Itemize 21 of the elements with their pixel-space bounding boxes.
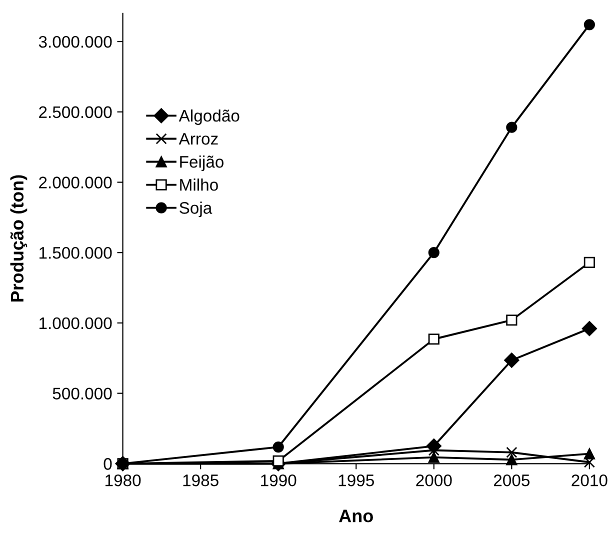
y-tick-label: 1.000.000 [40,317,112,330]
y-tick-label: 500.000 [52,388,112,400]
x-tick-label: 1995 [338,474,374,486]
legend-label: Feijão [180,156,224,172]
x-tick-label: 2010 [572,474,608,486]
y-axis-title: Produção (ton) [10,175,28,302]
x-tick-label: 1985 [183,474,218,486]
x-axis-title: Ano [339,510,373,522]
legend-label: Soja [180,202,212,218]
x-tick-label: 1990 [261,474,296,486]
y-tick-label: 1.500.000 [40,246,112,259]
y-tick-label: 2.000.000 [39,176,112,188]
x-tick-label: 2000 [416,474,452,486]
x-tick-label: 2005 [494,474,530,486]
x-tick-label: 1980 [106,474,141,486]
legend-label: Arroz [178,133,218,145]
y-tick-label: 2.500.000 [39,106,112,118]
y-tick-label: 0 [104,458,112,470]
legend-label: Algodão [178,109,240,125]
y-tick-label: 3.000.000 [38,36,112,48]
legend-label: Milho [180,178,218,191]
